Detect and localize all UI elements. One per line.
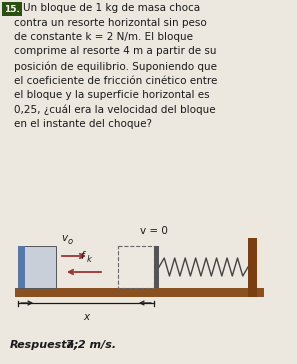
Text: de constante k = 2 N/m. El bloque: de constante k = 2 N/m. El bloque xyxy=(14,32,193,42)
Text: k: k xyxy=(87,255,92,264)
Bar xyxy=(18,246,56,288)
Text: contra un resorte horizontal sin peso: contra un resorte horizontal sin peso xyxy=(14,17,207,28)
Text: 15.: 15. xyxy=(4,4,20,13)
Text: 7,2 m/s.: 7,2 m/s. xyxy=(62,340,116,350)
Text: v = 0: v = 0 xyxy=(140,226,168,236)
Bar xyxy=(205,288,264,297)
Text: el bloque y la superficie horizontal es: el bloque y la superficie horizontal es xyxy=(14,90,210,100)
Text: el coeficiente de fricción cinético entre: el coeficiente de fricción cinético entr… xyxy=(14,75,217,86)
Text: v: v xyxy=(61,233,67,243)
Text: comprime al resorte 4 m a partir de su: comprime al resorte 4 m a partir de su xyxy=(14,47,217,56)
Text: f: f xyxy=(80,251,84,261)
Bar xyxy=(2,2,22,16)
Text: Respuesta:: Respuesta: xyxy=(10,340,80,350)
Bar xyxy=(154,246,159,288)
Text: x: x xyxy=(83,312,89,322)
Bar xyxy=(15,288,255,297)
Text: en el instante del choque?: en el instante del choque? xyxy=(14,119,152,129)
Text: o: o xyxy=(68,237,73,246)
Text: 0,25, ¿cuál era la velocidad del bloque: 0,25, ¿cuál era la velocidad del bloque xyxy=(14,104,216,115)
Bar xyxy=(248,238,257,297)
Text: Un bloque de 1 kg de masa choca: Un bloque de 1 kg de masa choca xyxy=(23,3,200,13)
Bar xyxy=(118,246,154,288)
Text: posición de equilibrio. Suponiendo que: posición de equilibrio. Suponiendo que xyxy=(14,61,217,71)
Bar xyxy=(18,246,25,288)
